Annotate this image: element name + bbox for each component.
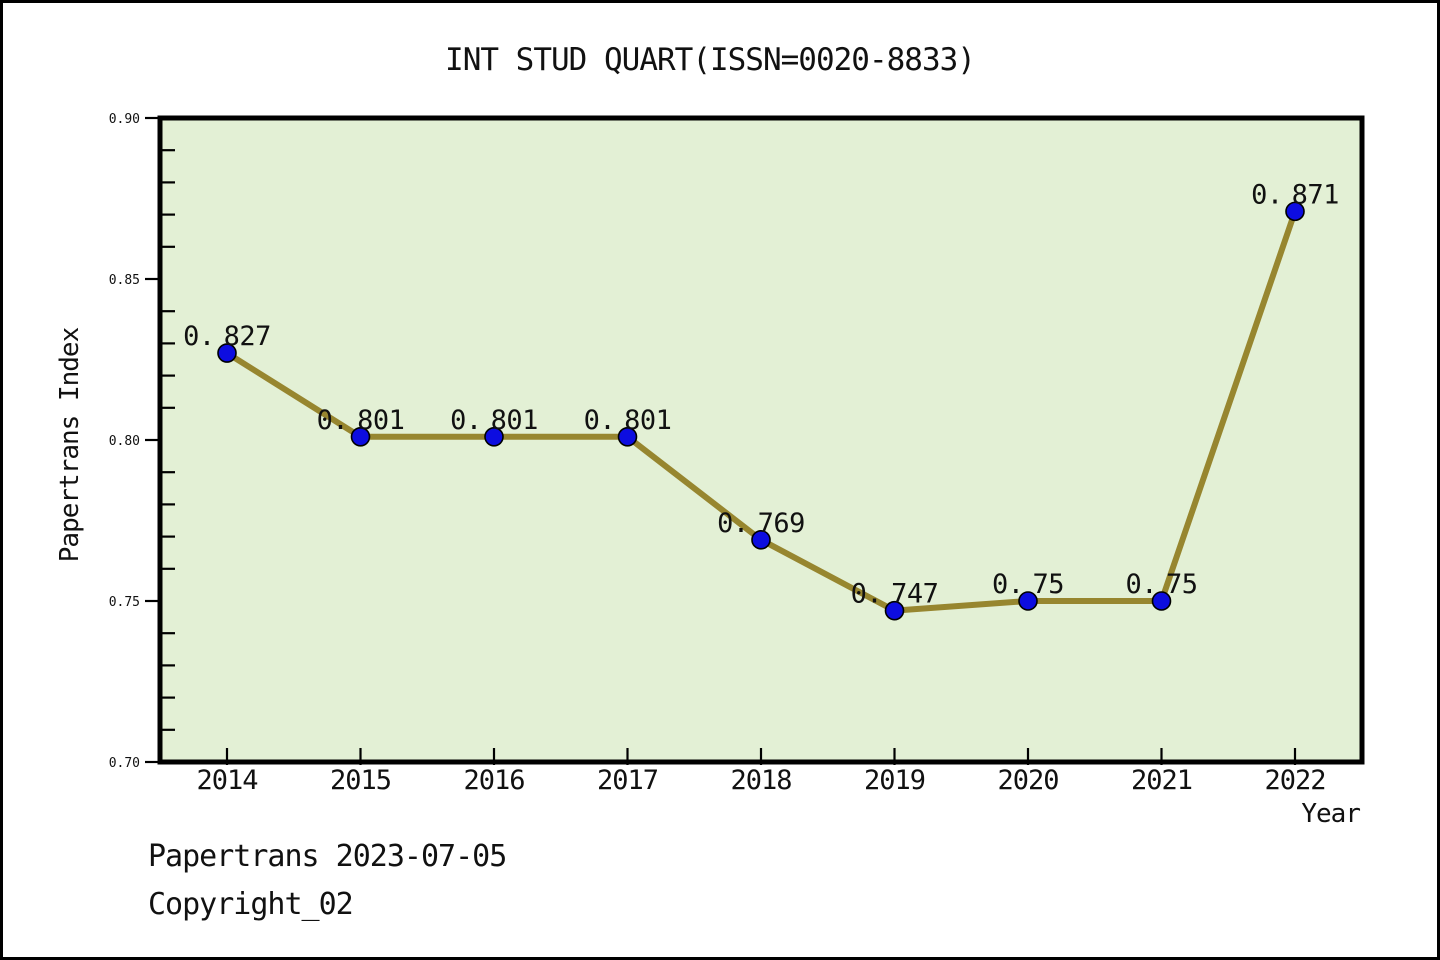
data-point-marker <box>617 426 638 447</box>
y-axis-label: Papertrans Index <box>55 327 85 562</box>
x-tick-label: 2021 <box>1131 765 1192 796</box>
x-tick-label: 2018 <box>730 765 791 796</box>
chart-generated-layer: 0.70 0.75 0.80 0.85 0.90 2014 2015 2016 2017 2018… <box>109 112 1365 796</box>
data-point-label: 0. 769 <box>717 508 805 539</box>
data-point-marker <box>1018 591 1038 611</box>
data-point-marker <box>884 600 905 621</box>
x-axis-label: Year <box>1301 799 1360 829</box>
y-tick-label: 0.80 <box>109 434 140 449</box>
data-point-marker <box>350 426 371 447</box>
y-tick-label: 0.70 <box>109 756 140 771</box>
data-point-label: 0. 747 <box>851 579 939 610</box>
x-tick-label: 2016 <box>463 765 524 796</box>
y-tick-label: 0.85 <box>109 273 140 288</box>
data-point-label: 0. 801 <box>317 405 405 436</box>
x-tick-label: 2017 <box>597 765 658 796</box>
x-tick-label: 2014 <box>196 765 257 796</box>
data-point-marker <box>751 530 771 550</box>
watermark-copyright: Copyright_02 <box>148 887 353 922</box>
data-point-label: 0. 801 <box>450 405 538 436</box>
x-tick-label: 2019 <box>864 765 925 796</box>
data-point-marker <box>1285 201 1305 222</box>
data-point-label: 0. 801 <box>584 405 672 436</box>
data-point-label: 0. 75 <box>992 569 1064 600</box>
data-point-marker <box>1151 591 1172 611</box>
y-tick-label: 0.90 <box>109 112 140 127</box>
x-tick-label: 2015 <box>330 765 391 796</box>
y-tick-label: 0.75 <box>109 595 140 610</box>
x-tick-label: 2022 <box>1264 765 1325 796</box>
data-point-marker <box>217 343 237 363</box>
plot-background <box>160 118 1362 762</box>
x-tick-label: 2020 <box>997 765 1058 796</box>
axes-spines <box>157 115 1365 765</box>
watermark-date: Papertrans 2023-07-05 <box>148 839 506 874</box>
data-point-label: 0. 827 <box>183 321 271 352</box>
data-point-label: 0. 75 <box>1125 569 1197 600</box>
data-point-label: 0. 871 <box>1251 179 1339 210</box>
data-point-marker <box>484 426 504 447</box>
chart-title: INT STUD QUART(ISSN=0020-8833) <box>445 42 975 78</box>
